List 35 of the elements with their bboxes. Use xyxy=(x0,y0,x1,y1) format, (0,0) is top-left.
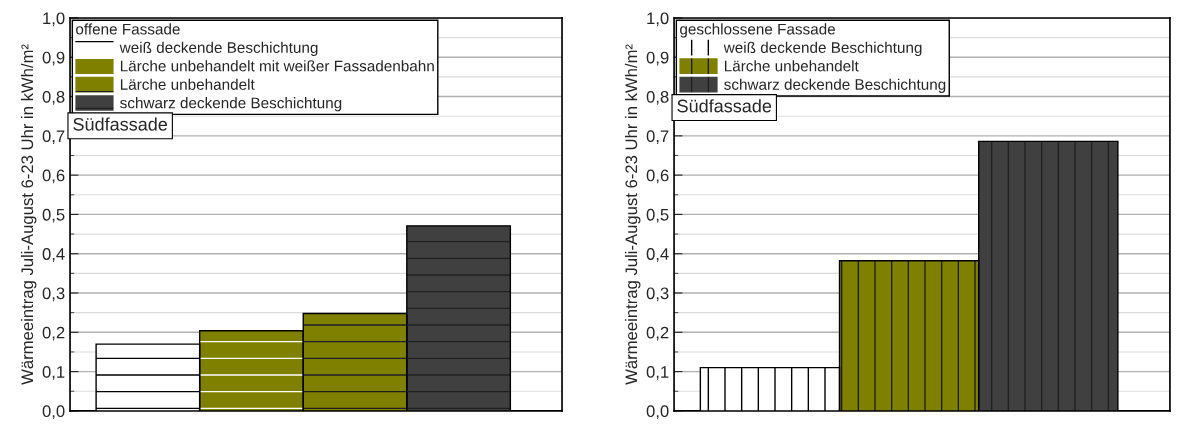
legend-label: Lärche unbehandelt mit weißer Fassadenbahn xyxy=(120,60,434,72)
y-tick-label: 0,1 xyxy=(646,365,669,380)
y-tick-label: 0,4 xyxy=(42,248,65,262)
y-tick-label: 0,5 xyxy=(646,208,669,223)
y-tick-label: 1,0 xyxy=(43,12,65,27)
y-tick-label: 0,8 xyxy=(42,90,65,105)
y-tick-label: 0,0 xyxy=(42,405,65,420)
y-tick-label: 0,3 xyxy=(646,287,669,302)
y-tick-label: 0,2 xyxy=(42,326,65,341)
y-tick-label: 0,9 xyxy=(646,51,669,66)
legend-label: schwarz deckende Beschichtung xyxy=(120,97,342,112)
annotation: Südfassade xyxy=(73,117,168,131)
y-axis-title: Wärmeeintrag Juli-August 6-23 Uhr in kWh/m² xyxy=(20,44,37,385)
y-tick-label: 0,7 xyxy=(42,130,65,145)
legend-label: schwarz deckende Beschichtung xyxy=(724,78,946,93)
y-axis-title: Wärmeeintrag Juli-August 6-23 Uhr in kWh/m² xyxy=(624,44,641,385)
y-tick-label: 0,6 xyxy=(42,169,65,184)
legend-title: geschlossene Fassade xyxy=(680,23,836,38)
y-tick-label: 0,3 xyxy=(42,287,65,302)
y-tick-label: 0,4 xyxy=(646,248,669,262)
annotation: Südfassade xyxy=(677,99,772,113)
y-tick-label: 1,0 xyxy=(647,12,669,27)
y-tick-label: 0,8 xyxy=(646,90,669,105)
legend-label: Lärche unbehandelt xyxy=(724,60,859,72)
legend-label: weiß deckende Beschichtung xyxy=(723,41,922,57)
legend-label: Lärche unbehandelt xyxy=(120,78,255,90)
y-tick-label: 0,1 xyxy=(42,365,65,380)
legend-label: weiß deckende Beschichtung xyxy=(119,41,318,57)
y-tick-label: 0,6 xyxy=(646,169,669,184)
y-tick-label: 0,7 xyxy=(646,130,669,145)
y-tick-label: 0,2 xyxy=(646,326,669,341)
y-tick-label: 0,0 xyxy=(646,405,669,420)
y-tick-label: 0,5 xyxy=(42,208,65,223)
legend-title: offene Fassade xyxy=(76,23,180,35)
y-tick-label: 0,9 xyxy=(42,51,65,66)
